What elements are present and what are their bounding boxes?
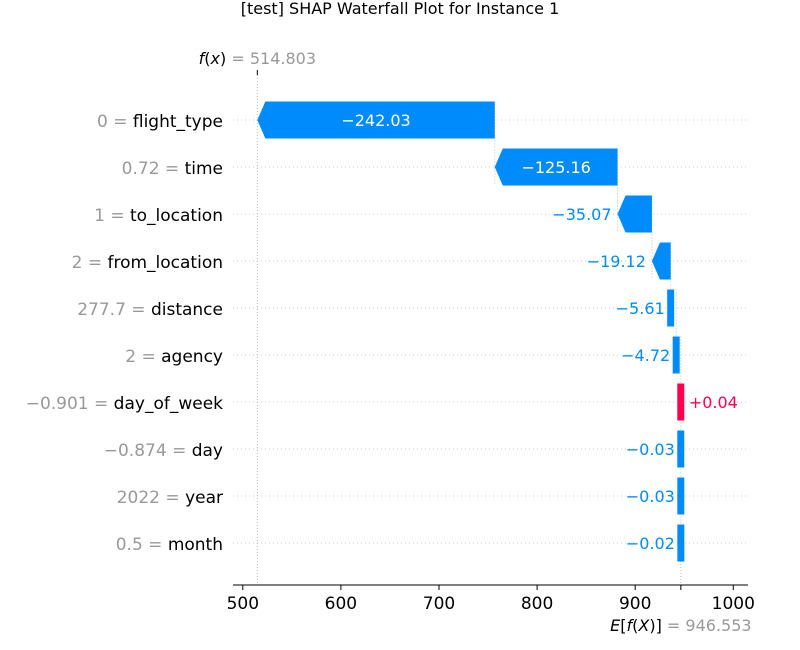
- feature-label-flight-type: 0 = flight_type: [97, 112, 223, 132]
- feature-value: −0.874 =: [104, 441, 192, 461]
- bar-month: [677, 524, 685, 562]
- gridlines: [233, 119, 748, 544]
- bar-day: [677, 430, 685, 468]
- x-axis: 500 600 700 800 900 1000: [227, 584, 755, 614]
- bar-value-agency: −4.72: [621, 346, 670, 365]
- x-tick-label: 1000: [712, 594, 755, 614]
- feature-value: 1 =: [94, 206, 130, 226]
- feature-label-year: 2022 = year: [117, 488, 223, 508]
- bar-flight-type: [257, 101, 495, 139]
- feature-label-from-location: 2 = from_location: [72, 253, 223, 273]
- bar-value-day: −0.03: [626, 440, 675, 459]
- feature-labels: 0 = flight_type 0.72 = time 1 = to_locatio…: [26, 112, 223, 555]
- feature-name: day: [192, 441, 223, 461]
- bar-distance: [667, 289, 675, 327]
- feature-label-month: 0.5 = month: [116, 535, 223, 555]
- feature-name: from_location: [107, 253, 223, 273]
- feature-value: 2 =: [125, 347, 161, 367]
- bar-day-of-week: [677, 383, 685, 421]
- feature-value: 2 =: [72, 253, 108, 273]
- bars: −242.03 −125.16 −35.07 −19.12 −5.61 −4.72 +0.0…: [257, 101, 738, 562]
- bar-to-location: [617, 195, 652, 233]
- chart-title: [test] SHAP Waterfall Plot for Instance …: [241, 0, 560, 18]
- feature-value: 0 =: [97, 112, 133, 132]
- feature-name: agency: [161, 347, 223, 367]
- bar-value-distance: −5.61: [616, 299, 665, 318]
- bar-value-time: −125.16: [521, 158, 590, 177]
- bar-from-location: [651, 242, 671, 280]
- fx-value: = 514.803: [226, 49, 316, 68]
- feature-name: flight_type: [133, 112, 223, 132]
- bar-value-from-location: −19.12: [587, 252, 646, 271]
- feature-value: 277.7 =: [77, 300, 151, 320]
- feature-name: month: [168, 535, 223, 555]
- bar-time: [494, 148, 618, 186]
- bar-value-month: −0.02: [626, 534, 675, 553]
- x-tick-label: 800: [521, 594, 553, 614]
- x-tick-label: 700: [423, 594, 455, 614]
- feature-label-day-of-week: −0.901 = day_of_week: [26, 394, 223, 414]
- annotations: f(x) = 514.803 E[f(X)] = 946.553: [199, 49, 752, 635]
- feature-value: 0.5 =: [116, 535, 168, 555]
- feature-name: distance: [151, 300, 223, 320]
- bar-value-year: −0.03: [626, 487, 675, 506]
- fx-label: f(x): [199, 49, 227, 68]
- ex-label: E[f(X)]: [610, 616, 662, 635]
- x-tick-label: 500: [227, 594, 259, 614]
- feature-label-time: 0.72 = time: [122, 159, 223, 179]
- feature-value: −0.901 =: [26, 394, 114, 414]
- fx-annotation: f(x) = 514.803: [199, 49, 316, 68]
- x-tick-label: 600: [325, 594, 357, 614]
- ex-value: = 946.553: [662, 616, 752, 635]
- feature-label-day: −0.874 = day: [104, 441, 223, 461]
- bar-value-day-of-week: +0.04: [689, 393, 738, 412]
- feature-label-distance: 277.7 = distance: [77, 300, 223, 320]
- feature-name: day_of_week: [114, 394, 223, 414]
- bar-year: [677, 477, 685, 515]
- feature-label-to-location: 1 = to_location: [94, 206, 223, 226]
- bar-value-flight-type: −242.03: [341, 111, 410, 130]
- ex-annotation: E[f(X)] = 946.553: [610, 616, 751, 635]
- feature-name: time: [185, 159, 223, 179]
- bar-agency: [672, 336, 680, 374]
- feature-value: 2022 =: [117, 488, 185, 508]
- feature-label-agency: 2 = agency: [125, 347, 223, 367]
- feature-name: to_location: [130, 206, 223, 226]
- feature-name: year: [185, 488, 223, 508]
- bar-value-to-location: −35.07: [552, 205, 611, 224]
- feature-value: 0.72 =: [122, 159, 185, 179]
- x-tick-label: 900: [619, 594, 651, 614]
